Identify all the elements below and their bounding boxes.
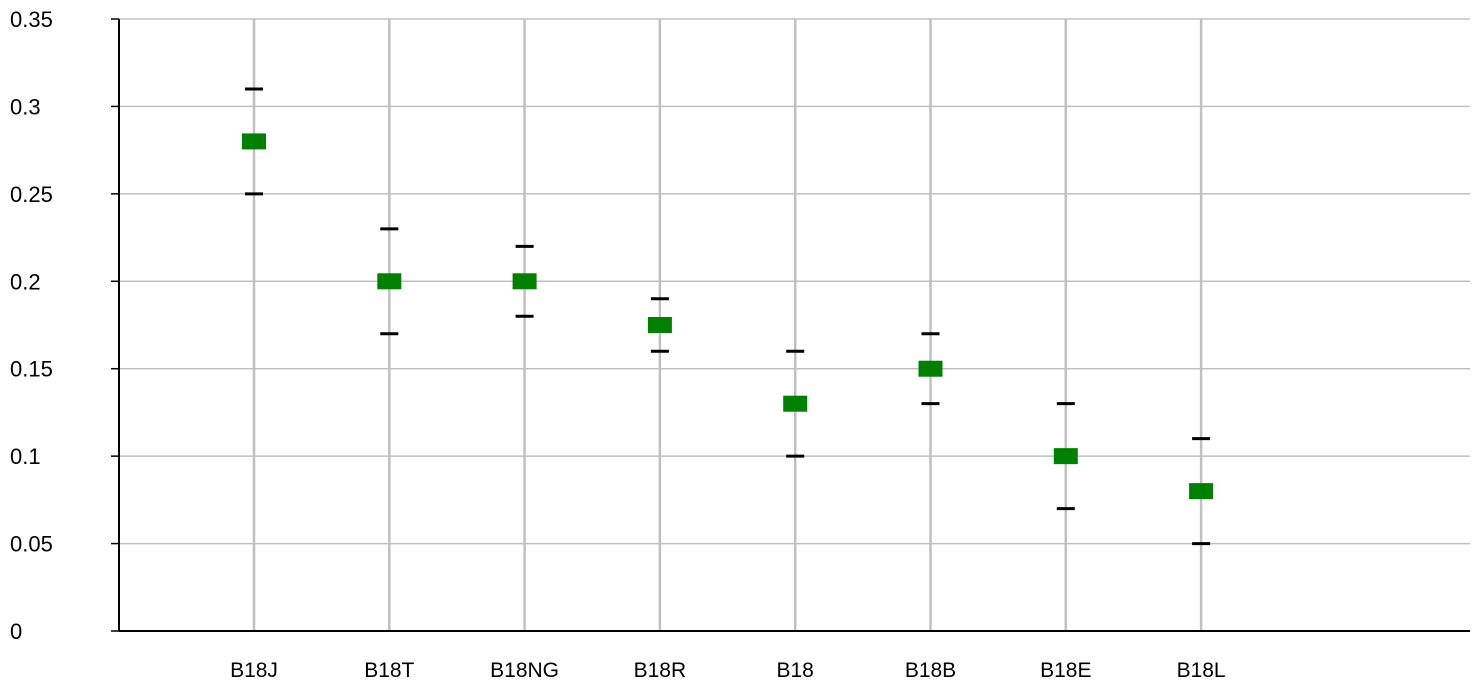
- x-category-label: B18J: [230, 659, 278, 682]
- y-tick-label: 0.3: [10, 94, 41, 119]
- y-tick-label: 0: [10, 619, 22, 644]
- data-point: [377, 273, 402, 290]
- y-tick-label: 0.05: [10, 532, 53, 557]
- data-point: [1053, 448, 1078, 465]
- data-point: [647, 317, 672, 333]
- data-point: [242, 133, 266, 150]
- x-category-label: B18E: [1040, 659, 1091, 682]
- y-tick-label: 0.35: [10, 7, 53, 32]
- x-category-label: B18B: [905, 659, 956, 682]
- data-point: [918, 360, 943, 377]
- error-ticks: [245, 87, 1211, 546]
- x-category-label: B18NG: [490, 659, 559, 682]
- data-points: [242, 133, 1214, 500]
- y-tick-label: 0.15: [10, 357, 53, 382]
- data-point: [1189, 483, 1214, 500]
- x-category-label: B18T: [364, 659, 414, 682]
- x-axis-category-labels: B18J B18T B18NG B18R B18 B18B B18E B18L: [230, 659, 1226, 682]
- x-category-label: B18R: [634, 659, 687, 682]
- data-point: [512, 273, 537, 290]
- axes: [111, 18, 1470, 632]
- y-tick-label: 0.25: [10, 182, 53, 207]
- vertical-gridlines: [252, 19, 1203, 631]
- y-axis-tick-labels: 0 0.05 0.1 0.15 0.2 0.25 0.3 0.35: [10, 7, 53, 644]
- data-point: [783, 395, 808, 412]
- x-category-label: B18: [777, 659, 814, 682]
- y-tick-label: 0.1: [10, 444, 41, 469]
- y-tick-label: 0.2: [10, 269, 41, 294]
- x-category-label: B18L: [1177, 659, 1226, 682]
